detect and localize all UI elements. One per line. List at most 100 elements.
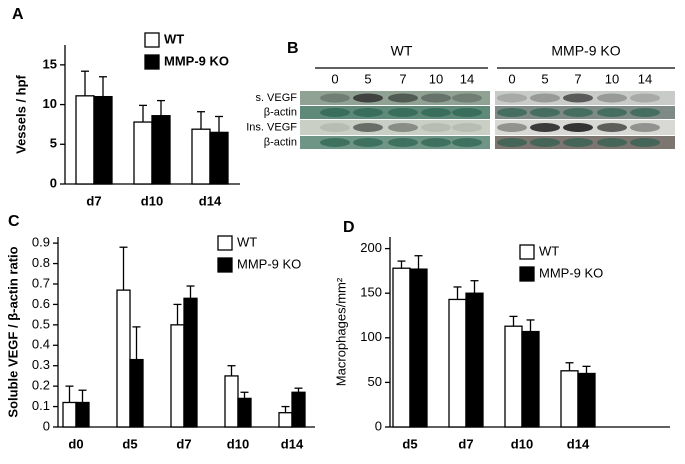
y-tick-label: 0.8 [32, 255, 50, 270]
blot-band [320, 108, 350, 117]
y-tick-label: 0.9 [32, 235, 50, 250]
legend-label: WT [237, 234, 257, 249]
blot-band [497, 123, 527, 132]
x-tick-label: d7 [458, 436, 473, 451]
panel-label: B [287, 40, 299, 57]
bar [521, 330, 540, 428]
bar [504, 325, 523, 428]
legend-swatch [144, 32, 160, 48]
blot-band [630, 138, 660, 147]
blot-band [597, 108, 627, 117]
blot-band [388, 108, 418, 117]
blot-band [353, 138, 383, 147]
x-tick-label: d10 [141, 193, 163, 208]
row-label: Ins. VEGF [246, 121, 297, 133]
bar [209, 131, 229, 185]
panel-label: D [343, 219, 355, 236]
lane-label: 7 [574, 71, 581, 86]
blot-band [353, 108, 383, 117]
lane-label: 5 [364, 71, 371, 86]
y-tick-label: 0 [375, 418, 382, 433]
x-tick-label: d10 [227, 436, 249, 451]
y-tick-label: 0 [50, 175, 57, 190]
bar [237, 397, 252, 428]
blot-band [452, 93, 482, 103]
blot-band [563, 93, 593, 103]
bar [170, 324, 185, 428]
y-tick-label: 150 [360, 285, 382, 300]
y-axis-label: Soluble VEGF / β-actin ratio [5, 246, 20, 417]
blot-band [530, 93, 560, 103]
lane-label: 14 [638, 71, 652, 86]
y-tick-label: 0 [43, 418, 50, 433]
lane-label: 10 [605, 71, 619, 86]
bar [560, 370, 579, 428]
bar [116, 289, 131, 428]
y-tick-label: 100 [360, 329, 382, 344]
bar [409, 268, 428, 428]
x-tick-label: d5 [402, 436, 417, 451]
lane-label: 0 [508, 71, 515, 86]
blot-band [353, 123, 383, 132]
blot-band [497, 108, 527, 117]
blot-band [563, 123, 593, 132]
legend-swatch [217, 257, 233, 273]
y-tick-label: 200 [360, 240, 382, 255]
blot-band [597, 123, 627, 132]
blot-band [388, 123, 418, 132]
bar [133, 121, 153, 185]
y-tick-label: 0.6 [32, 296, 50, 311]
y-tick-label: 10 [43, 96, 57, 111]
bar [183, 297, 198, 428]
legend-swatch [519, 244, 535, 260]
bar [191, 128, 211, 185]
bar [291, 391, 306, 428]
bar [278, 412, 293, 428]
bar [93, 95, 113, 185]
blot-band [421, 108, 451, 117]
lane-label: 5 [541, 71, 548, 86]
bar [392, 267, 411, 428]
blot-band [353, 93, 383, 103]
lane-label: 10 [429, 71, 443, 86]
blot-band [630, 123, 660, 132]
bar [224, 375, 239, 428]
row-label: β-actin [264, 106, 297, 118]
legend-label: MMP-9 KO [237, 256, 301, 271]
legend-swatch [519, 266, 535, 282]
panel-label: A [12, 6, 24, 23]
blot-band [597, 138, 627, 147]
blot-band [452, 123, 482, 132]
blot-band [630, 108, 660, 117]
y-tick-label: 5 [50, 136, 57, 151]
blot-band [497, 138, 527, 147]
x-tick-label: d14 [199, 193, 222, 208]
bar [151, 115, 171, 185]
x-tick-label: d14 [567, 436, 590, 451]
bar [448, 298, 467, 428]
x-tick-label: d7 [86, 193, 101, 208]
blot-band [452, 108, 482, 117]
lane-label: 7 [399, 71, 406, 86]
blot-band [597, 93, 627, 103]
y-tick-label: 0.2 [32, 378, 50, 393]
legend-label: WT [539, 243, 559, 258]
group-label: MMP-9 KO [551, 43, 620, 59]
blot-band [530, 108, 560, 117]
blot-band [388, 93, 418, 103]
blot-band [452, 138, 482, 147]
x-tick-label: d0 [68, 436, 83, 451]
row-label: s. VEGF [255, 92, 297, 104]
legend-swatch [144, 54, 160, 70]
legend-label: WT [164, 31, 184, 46]
group-label: WT [391, 43, 413, 59]
y-tick-label: 0.4 [32, 337, 50, 352]
bar [129, 358, 144, 428]
blot-band [563, 138, 593, 147]
blot-band [421, 138, 451, 147]
blot-strip [300, 120, 490, 135]
bar [75, 95, 95, 185]
lane-label: 0 [331, 71, 338, 86]
